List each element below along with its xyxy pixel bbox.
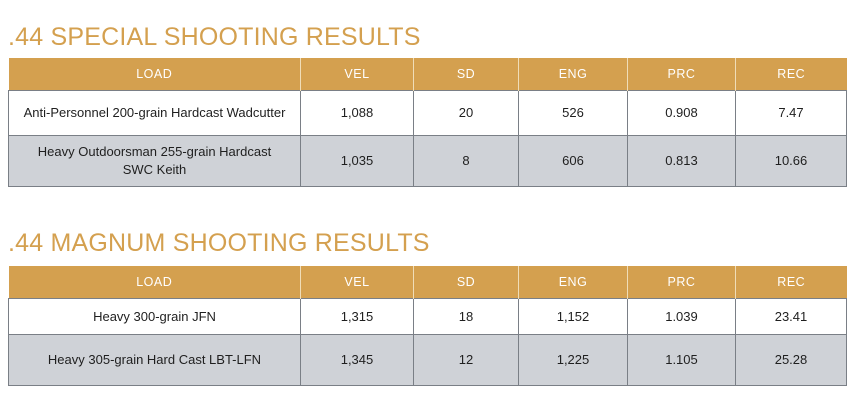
cell-load: Anti-Personnel 200-grain Hardcast Wadcut… bbox=[8, 90, 301, 136]
cell-prc: 1.105 bbox=[627, 334, 736, 386]
column-header-load: LOAD bbox=[8, 58, 301, 91]
cell-rec: 10.66 bbox=[735, 135, 847, 187]
table-row: Anti-Personnel 200-grain Hardcast Wadcut… bbox=[8, 90, 847, 136]
cell-vel: 1,088 bbox=[300, 90, 414, 136]
cell-rec: 7.47 bbox=[735, 90, 847, 136]
column-header-vel: VEL bbox=[300, 266, 414, 299]
cell-vel: 1,035 bbox=[300, 135, 414, 187]
column-header-eng: ENG bbox=[518, 266, 628, 299]
table-header-row: LOAD VEL SD ENG PRC REC bbox=[8, 58, 847, 91]
special-results-title: .44 SPECIAL SHOOTING RESULTS bbox=[8, 23, 421, 51]
table-header-row: LOAD VEL SD ENG PRC REC bbox=[8, 266, 847, 299]
column-header-prc: PRC bbox=[627, 266, 736, 299]
cell-prc: 1.039 bbox=[627, 298, 736, 335]
cell-sd: 8 bbox=[413, 135, 519, 187]
magnum-results-title: .44 MAGNUM SHOOTING RESULTS bbox=[8, 229, 430, 257]
table-row: Heavy 305-grain Hard Cast LBT-LFN 1,345 … bbox=[8, 334, 847, 386]
cell-load: Heavy 300-grain JFN bbox=[8, 298, 301, 335]
cell-prc: 0.908 bbox=[627, 90, 736, 136]
cell-eng: 526 bbox=[518, 90, 628, 136]
column-header-load: LOAD bbox=[8, 266, 301, 299]
cell-prc: 0.813 bbox=[627, 135, 736, 187]
special-results-table: LOAD VEL SD ENG PRC REC Anti-Personnel 2… bbox=[8, 58, 847, 187]
magnum-results-table: LOAD VEL SD ENG PRC REC Heavy 300-grain … bbox=[8, 266, 847, 386]
column-header-sd: SD bbox=[413, 58, 519, 91]
cell-rec: 23.41 bbox=[735, 298, 847, 335]
column-header-vel: VEL bbox=[300, 58, 414, 91]
cell-eng: 1,152 bbox=[518, 298, 628, 335]
column-header-sd: SD bbox=[413, 266, 519, 299]
cell-eng: 606 bbox=[518, 135, 628, 187]
column-header-eng: ENG bbox=[518, 58, 628, 91]
cell-vel: 1,345 bbox=[300, 334, 414, 386]
cell-eng: 1,225 bbox=[518, 334, 628, 386]
cell-load: Heavy Outdoorsman 255-grain Hardcast SWC… bbox=[8, 135, 301, 187]
column-header-prc: PRC bbox=[627, 58, 736, 91]
cell-load: Heavy 305-grain Hard Cast LBT-LFN bbox=[8, 334, 301, 386]
column-header-rec: REC bbox=[735, 58, 847, 91]
table-row: Heavy 300-grain JFN 1,315 18 1,152 1.039… bbox=[8, 298, 847, 335]
cell-sd: 20 bbox=[413, 90, 519, 136]
table-row: Heavy Outdoorsman 255-grain Hardcast SWC… bbox=[8, 135, 847, 187]
column-header-rec: REC bbox=[735, 266, 847, 299]
cell-rec: 25.28 bbox=[735, 334, 847, 386]
cell-sd: 12 bbox=[413, 334, 519, 386]
cell-sd: 18 bbox=[413, 298, 519, 335]
cell-vel: 1,315 bbox=[300, 298, 414, 335]
